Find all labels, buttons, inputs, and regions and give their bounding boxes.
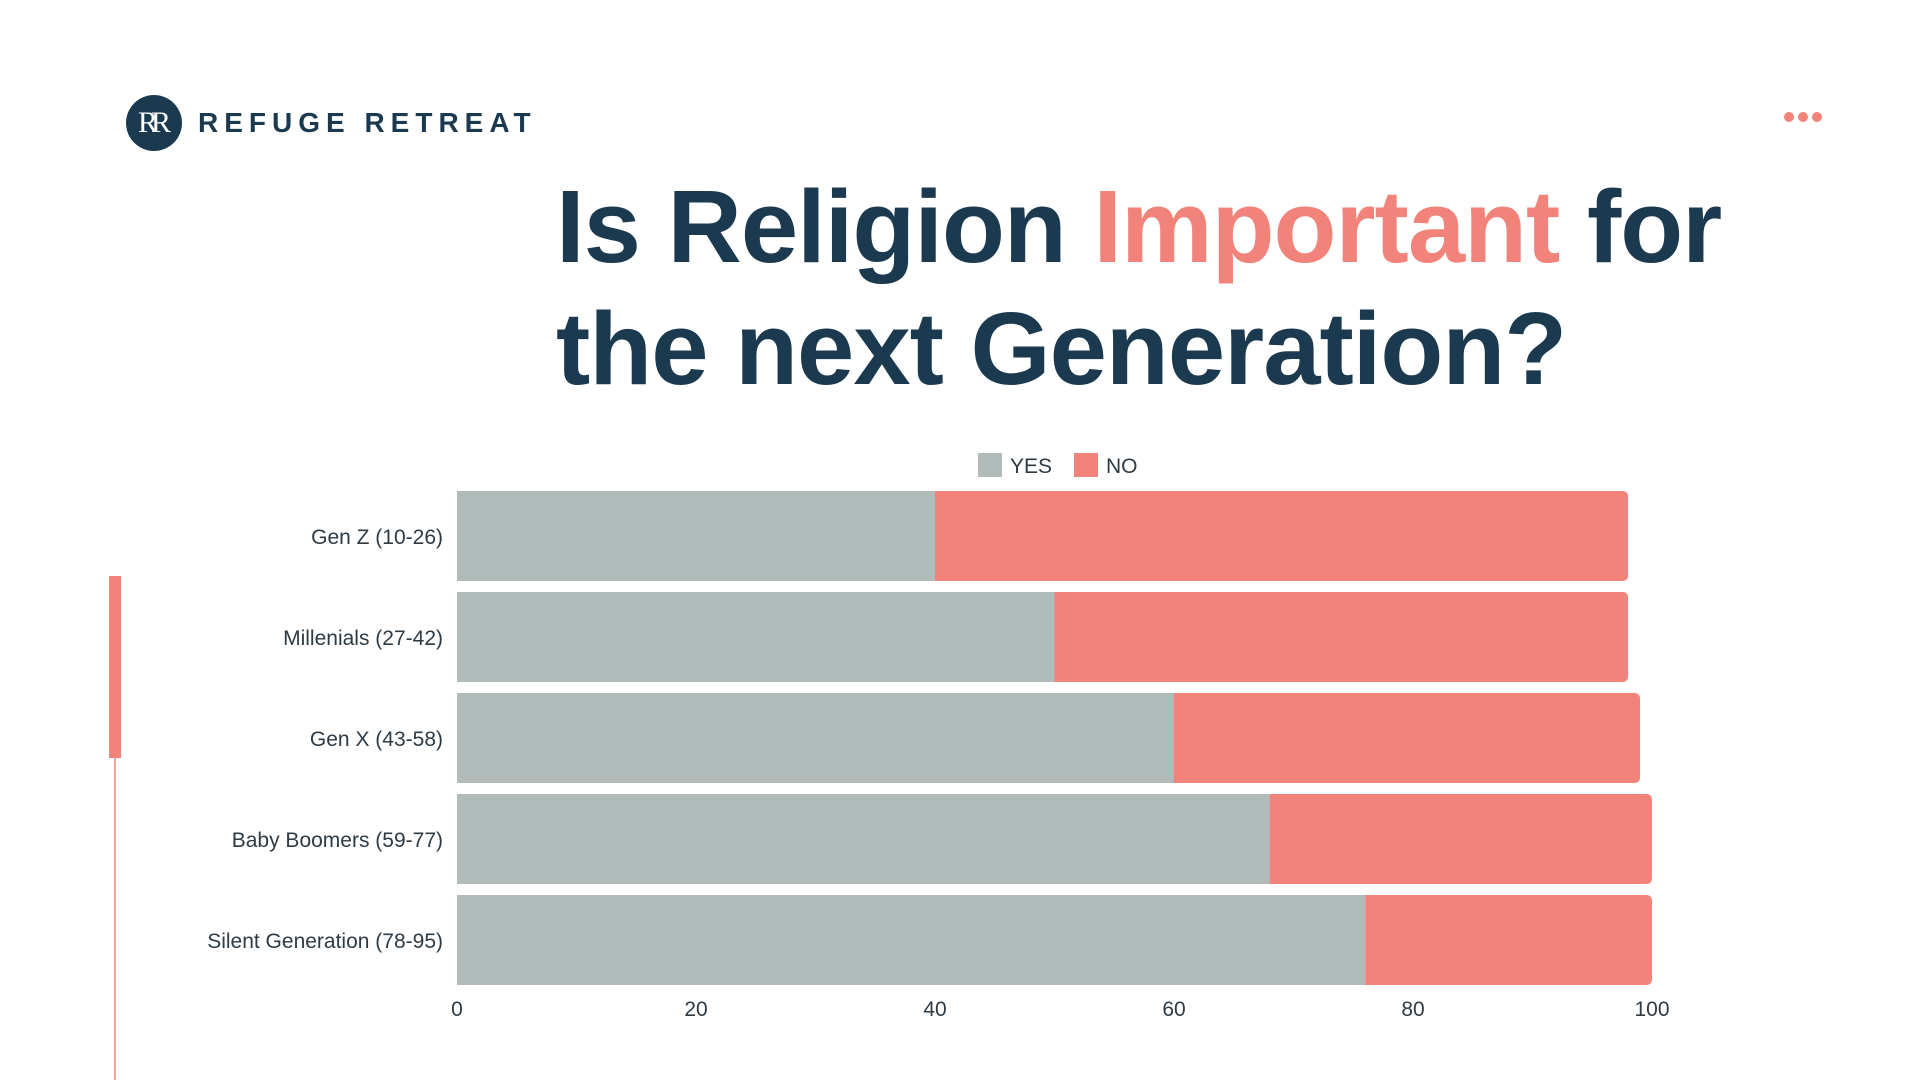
bar-yes [457, 491, 935, 581]
title-accent: Important [1093, 169, 1560, 284]
bar-yes [457, 693, 1174, 783]
x-tick-label: 100 [1634, 998, 1669, 1021]
decorative-accent-line [114, 758, 116, 1080]
legend-label-no: NO [1106, 455, 1138, 478]
category-label: Silent Generation (78-95) [207, 930, 443, 953]
title-part-1: Is Religion [556, 169, 1094, 284]
x-tick-label: 80 [1401, 998, 1424, 1021]
bar-yes [457, 895, 1366, 985]
title-line-2: the next Generation? [556, 291, 1567, 406]
bar-no [1365, 895, 1652, 985]
title-part-2: for [1559, 169, 1722, 284]
category-label: Gen X (43-58) [310, 728, 443, 751]
legend-label-yes: YES [1010, 455, 1052, 478]
x-tick-label: 60 [1162, 998, 1185, 1021]
dot-icon [1798, 112, 1808, 122]
bar-no [1269, 794, 1652, 884]
legend-swatch-yes [978, 453, 1002, 477]
x-tick-label: 0 [451, 998, 463, 1021]
x-tick-label: 20 [684, 998, 707, 1021]
bar-no [1174, 693, 1641, 783]
brand-logo: RR [126, 95, 182, 151]
category-label: Gen Z (10-26) [311, 526, 443, 549]
bar-no [935, 491, 1629, 581]
category-label: Millenials (27-42) [283, 627, 443, 650]
bar-yes [457, 592, 1055, 682]
category-label: Baby Boomers (59-77) [232, 829, 443, 852]
dot-icon [1812, 112, 1822, 122]
brand: RR REFUGE RETREAT [126, 95, 537, 151]
bar-no [1054, 592, 1629, 682]
dot-icon [1784, 112, 1794, 122]
page-title: Is Religion Important for the next Genera… [556, 166, 1722, 410]
legend-swatch-no [1074, 453, 1098, 477]
x-tick-label: 40 [923, 998, 946, 1021]
more-options-button[interactable] [1784, 112, 1822, 122]
brand-name: REFUGE RETREAT [198, 107, 537, 138]
bar-yes [457, 794, 1270, 884]
decorative-accent-bar [109, 576, 121, 758]
